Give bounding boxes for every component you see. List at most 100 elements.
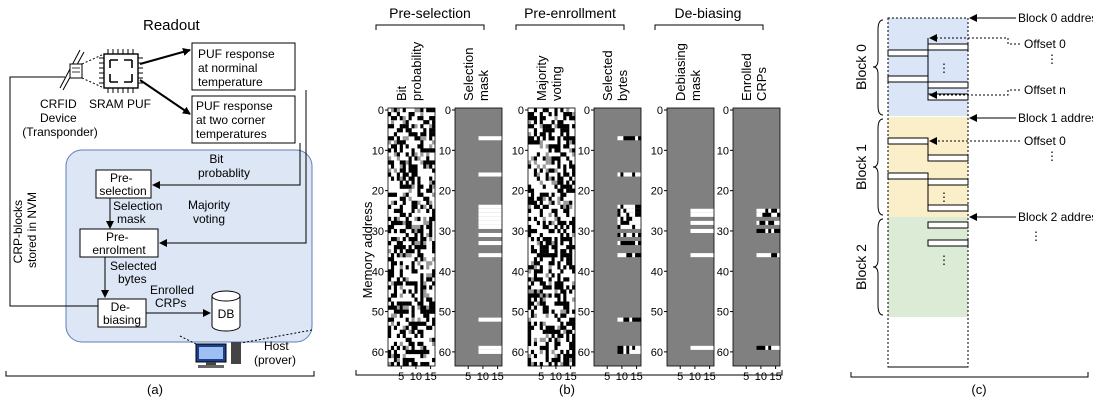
- selected-bit: [765, 208, 769, 213]
- selected-bit: [632, 212, 636, 217]
- sram-puf-label: SRAM PUF: [89, 97, 151, 111]
- heatmap-cell: [557, 317, 561, 322]
- heatmap-bg: [733, 108, 780, 366]
- heatmap-cell: [563, 277, 567, 282]
- puf-corner-text: PUF response at two corner temperatures: [196, 99, 276, 141]
- heatmap-cell: [408, 220, 412, 226]
- selected-bit: [623, 220, 627, 225]
- heatmap-cell: [533, 140, 538, 145]
- heatmap-cell: [542, 297, 546, 302]
- heatmap-cell: [545, 241, 549, 246]
- heatmap-cell: [414, 241, 418, 246]
- heatmap-cell: [528, 228, 532, 234]
- heatmap-cell: [528, 353, 532, 359]
- selected-bytes-label: Selected bytes: [110, 259, 160, 286]
- heatmap-cell: [572, 232, 576, 238]
- heatmap-cell: [390, 224, 395, 230]
- heatmap-cell: [528, 333, 532, 338]
- heatmap-cell: [429, 337, 433, 343]
- heatmap-cell: [393, 228, 398, 234]
- heatmap-cell: [411, 293, 415, 298]
- heatmap-cell: [420, 112, 424, 117]
- heatmap-cell: [530, 281, 535, 286]
- y-tick-label: 30: [439, 226, 451, 238]
- heatmap-cell: [411, 281, 415, 286]
- selected-bit: [759, 220, 763, 225]
- heatmap-cell: [390, 293, 395, 298]
- ellipsis-b2-in: ⋮: [938, 253, 950, 267]
- heatmap-cell: [569, 249, 573, 254]
- heatmap-cell: [557, 148, 561, 153]
- heatmap-cell: [393, 281, 398, 286]
- heatmap-cell: [566, 128, 570, 133]
- heatmap-cell: [393, 325, 398, 330]
- heatmap-cell: [554, 361, 558, 367]
- selected-bit: [620, 345, 624, 350]
- heatmap-cell: [569, 176, 573, 181]
- selected-bit: [620, 212, 624, 217]
- heatmap-cell: [554, 245, 558, 250]
- selected-bit: [774, 208, 778, 213]
- heatmap-cell: [569, 357, 573, 363]
- y-tick-label: 20: [512, 186, 524, 198]
- heatmap-cell: [557, 265, 561, 270]
- heatmap-cell: [426, 208, 430, 214]
- heatmap-cell: [545, 357, 549, 363]
- heatmap-cell: [396, 112, 400, 117]
- heatmap-cell: [530, 156, 535, 161]
- heatmap-cell: [402, 140, 406, 145]
- mask-row: [690, 345, 714, 350]
- heatmap-cell: [566, 232, 570, 238]
- heatmap-cell: [388, 297, 392, 302]
- heatmap-cell: [420, 333, 424, 338]
- crfid-label: CRFID Device (Transponder): [22, 97, 98, 139]
- heatmap-cell: [533, 156, 538, 161]
- block2-address-label: Block 2 address: [1018, 210, 1093, 224]
- heatmap-cell: [548, 325, 552, 330]
- heatmap-cell: [539, 132, 543, 137]
- mask-row: [690, 212, 714, 217]
- heatmap-cell: [560, 232, 564, 238]
- heatmap-cell: [420, 309, 424, 314]
- heatmap-cell: [393, 192, 398, 197]
- heatmap-cell: [528, 325, 532, 330]
- heatmap-cell: [426, 188, 430, 193]
- y-tick-label: 0: [378, 105, 384, 117]
- heatmap-cell: [405, 172, 409, 177]
- heatmap-cell: [572, 341, 576, 347]
- heatmap-cell: [426, 261, 430, 266]
- x-tick-label: 5: [465, 371, 471, 383]
- puf-corner-box: [191, 95, 296, 144]
- heatmap-cell: [569, 220, 573, 226]
- y-tick-label: 20: [372, 186, 384, 198]
- heatmap-cell: [420, 341, 424, 347]
- heatmap-cell: [390, 257, 395, 262]
- heatmap-cell: [545, 273, 549, 278]
- selected-bit: [629, 317, 633, 322]
- heatmap-cell: [551, 120, 555, 125]
- heatmap-cell: [411, 164, 415, 169]
- heatmap-cell: [426, 108, 430, 113]
- selected-bit: [635, 216, 639, 221]
- heatmap-cell: [545, 108, 549, 113]
- heatmap-cell: [388, 124, 392, 129]
- heatmap-cell: [402, 309, 406, 314]
- heatmap-cell: [432, 301, 436, 306]
- heatmap-cell: [542, 293, 546, 298]
- panel-b-bracket: [355, 370, 783, 376]
- heatmap-cell: [390, 136, 395, 141]
- heatmap-cell: [545, 333, 549, 338]
- heatmap-cell: [411, 112, 415, 117]
- heatmap-cell: [557, 301, 561, 306]
- selected-bit: [765, 212, 769, 217]
- heatmap-cell: [408, 168, 412, 173]
- heatmap-cell: [557, 277, 561, 282]
- heatmap-cell: [411, 325, 415, 330]
- heatmap-cell: [548, 156, 552, 161]
- heatmap-cell: [560, 313, 564, 318]
- heatmap-cell: [563, 249, 567, 254]
- heatmap-cell: [528, 265, 532, 270]
- heatmap-cell: [554, 144, 558, 149]
- heatmap-cell: [533, 132, 538, 137]
